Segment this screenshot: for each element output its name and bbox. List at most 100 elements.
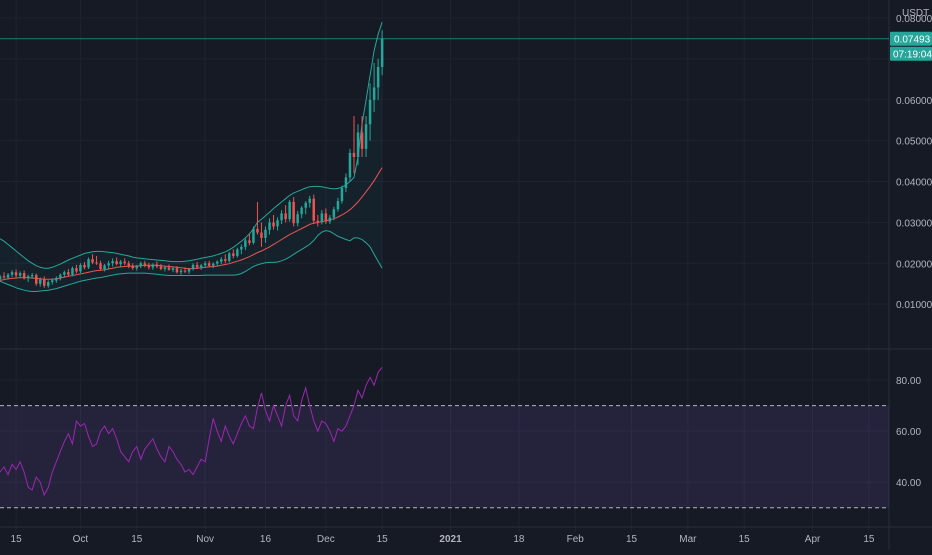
candle-body: [67, 272, 70, 275]
rsi-tick-label: 40.00: [896, 478, 921, 489]
candle-body: [147, 265, 151, 268]
candle-body: [248, 240, 251, 243]
candle-body: [380, 38, 384, 67]
candle-body: [368, 99, 372, 125]
candle-body: [312, 198, 315, 221]
candle-body: [22, 273, 26, 279]
candle-body: [183, 270, 187, 272]
candle-body: [224, 259, 227, 261]
candle-body: [171, 268, 175, 270]
candle-body: [111, 261, 114, 264]
candle-body: [372, 87, 376, 100]
candle-body: [332, 209, 336, 218]
candle-body: [91, 259, 94, 263]
candle-body: [364, 124, 368, 149]
candle-body: [207, 263, 211, 266]
candle-body: [103, 265, 106, 269]
candle-body: [228, 253, 231, 261]
candle-body: [159, 266, 163, 269]
candle-body: [71, 268, 74, 275]
candle-body: [55, 278, 58, 281]
price-tag-label: 0.07493: [894, 35, 931, 46]
rsi-line: [0, 366, 383, 497]
candle-body: [292, 201, 295, 224]
candle-body: [232, 253, 235, 256]
candles: [0, 30, 384, 288]
price-tick-label: 0.02000: [896, 259, 932, 270]
candle-body: [336, 201, 340, 210]
candle-body: [167, 267, 171, 270]
countdown-box: [890, 46, 932, 61]
time-tick-label: 15: [626, 534, 638, 545]
candle-body: [0, 276, 2, 280]
time-tick-label: Apr: [805, 534, 821, 545]
candle-body: [95, 262, 98, 264]
candle-body: [63, 272, 66, 275]
candle-body: [256, 228, 259, 233]
candle-body: [320, 213, 324, 223]
rsi-tick-label: 80.00: [896, 376, 921, 387]
time-tick-label: 15: [11, 534, 23, 545]
candle-body: [79, 264, 82, 272]
rsi-tick-label: 60.00: [896, 427, 921, 438]
candle-body: [199, 265, 203, 268]
candle-body: [216, 261, 219, 264]
time-tick-label: 2021: [439, 534, 462, 545]
candle-body: [260, 232, 263, 238]
candle-body: [348, 152, 352, 178]
currency-label: USDT: [902, 8, 929, 19]
candle-body: [328, 217, 332, 222]
candle-body: [35, 275, 38, 284]
bollinger-lower-line: [0, 230, 383, 292]
price-tick-label: 0.06000: [896, 96, 932, 107]
time-tick-label: 15: [131, 534, 143, 545]
time-tick-label: 15: [377, 534, 389, 545]
candle-body: [26, 276, 30, 279]
candle-body: [212, 263, 215, 266]
candle-body: [143, 263, 147, 266]
candle-body: [131, 266, 134, 269]
candle-body: [195, 264, 199, 268]
candle-body: [179, 270, 183, 273]
candle-body: [14, 272, 18, 276]
candle-body: [280, 213, 283, 221]
candle-body: [115, 261, 118, 265]
price-tag-box: [890, 31, 932, 46]
candle-body: [39, 279, 42, 284]
candle-body: [135, 265, 138, 269]
candle-body: [191, 264, 195, 269]
rsi-band-fill: [0, 405, 889, 508]
candle-body: [18, 273, 22, 276]
candle-body: [2, 276, 6, 278]
candle-body: [175, 268, 179, 273]
candle-body: [288, 201, 291, 220]
candle-body: [316, 220, 319, 223]
candle-body: [107, 263, 110, 266]
candle-body: [268, 222, 271, 230]
candle-body: [276, 220, 279, 227]
candle-body: [10, 272, 14, 275]
candle-body: [340, 188, 344, 202]
bollinger-upper-line: [0, 21, 383, 269]
candle-body: [284, 213, 287, 220]
time-tick-label: Mar: [679, 534, 697, 545]
candle-body: [356, 132, 360, 157]
time-tick-label: 15: [739, 534, 751, 545]
candle-body: [51, 280, 54, 282]
candle-body: [43, 279, 46, 286]
candle-body: [308, 198, 311, 203]
candle-body: [75, 268, 78, 272]
candle-body: [47, 282, 50, 286]
candle-body: [127, 263, 130, 267]
countdown-label: 07:19:04: [893, 50, 932, 61]
candle-body: [240, 246, 243, 250]
candle-body: [155, 264, 159, 267]
bollinger-fill: [0, 22, 383, 292]
candle-body: [252, 228, 255, 243]
candle-body: [236, 249, 239, 256]
candle-body: [119, 261, 122, 265]
candle-body: [352, 152, 356, 157]
